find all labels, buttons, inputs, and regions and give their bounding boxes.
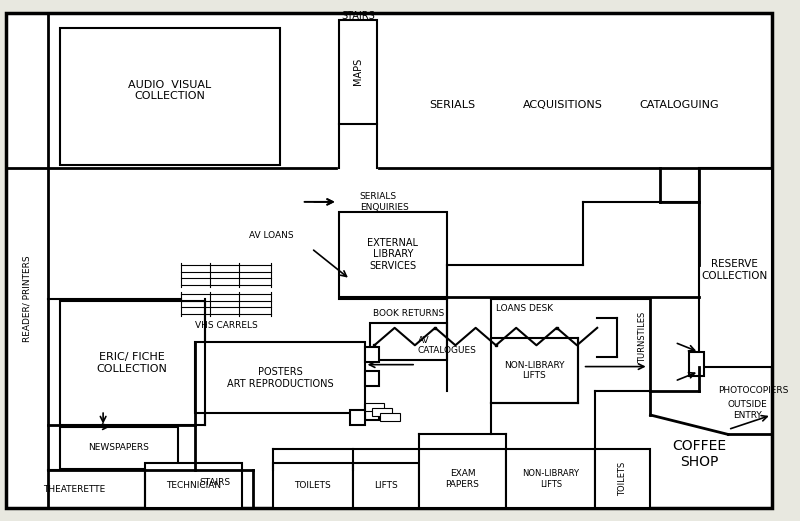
Bar [690, 352, 704, 376]
Bar [353, 464, 419, 508]
Bar [419, 449, 506, 508]
Bar [373, 408, 392, 416]
Text: THEATERETTE: THEATERETTE [43, 485, 105, 494]
Bar [338, 212, 447, 297]
Text: TECHNICIAN: TECHNICIAN [166, 481, 221, 490]
Bar [490, 338, 578, 403]
Text: BOOK RETURNS: BOOK RETURNS [373, 309, 444, 318]
Text: STAIRS: STAIRS [341, 11, 374, 21]
Bar [59, 427, 178, 469]
Text: TURNSTILES: TURNSTILES [638, 312, 647, 363]
Text: EXTERNAL
LIBRARY
SERVICES: EXTERNAL LIBRARY SERVICES [367, 238, 418, 271]
Text: SERIALS
ENQUIRIES: SERIALS ENQUIRIES [360, 192, 409, 212]
Text: LIFTS: LIFTS [374, 481, 398, 490]
Text: TOILETS: TOILETS [618, 462, 627, 496]
Bar [195, 342, 365, 413]
Text: LOANS DESK: LOANS DESK [496, 304, 553, 313]
Bar [365, 347, 379, 362]
Text: SERIALS: SERIALS [429, 100, 475, 110]
Bar [595, 449, 650, 508]
Text: COFFEE
SHOP: COFFEE SHOP [672, 439, 726, 469]
Text: ACQUISITIONS: ACQUISITIONS [523, 100, 603, 110]
Text: TOILETS: TOILETS [294, 481, 330, 490]
Text: ERIC/ FICHE
COLLECTION: ERIC/ FICHE COLLECTION [97, 352, 168, 374]
Text: AV
CATALOGUES: AV CATALOGUES [418, 336, 477, 355]
Bar [59, 301, 205, 425]
Text: VHS CARRELS: VHS CARRELS [194, 321, 258, 330]
Bar [365, 405, 379, 420]
Text: AV LOANS: AV LOANS [250, 231, 294, 240]
Text: READER/ PRINTERS: READER/ PRINTERS [22, 255, 31, 342]
Bar [380, 413, 399, 421]
Text: POSTERS
ART REPRODUCTIONS: POSTERS ART REPRODUCTIONS [227, 367, 334, 389]
Text: AUDIO  VISUAL
COLLECTION: AUDIO VISUAL COLLECTION [128, 80, 211, 101]
Text: STAIRS: STAIRS [199, 478, 230, 487]
Text: CATALOGUING: CATALOGUING [640, 100, 719, 110]
Bar [365, 403, 384, 411]
Bar [365, 371, 379, 386]
Bar [350, 410, 365, 425]
Bar [699, 168, 771, 367]
Text: PHOTOCOPIERS: PHOTOCOPIERS [718, 386, 789, 395]
Text: NEWSPAPERS: NEWSPAPERS [88, 443, 149, 452]
Bar [273, 464, 353, 508]
Text: MAPS: MAPS [353, 57, 363, 85]
Bar [338, 20, 378, 125]
Text: OUTSIDE
ENTRY: OUTSIDE ENTRY [727, 401, 767, 420]
Bar [506, 449, 595, 508]
Bar [59, 28, 281, 165]
Bar [145, 464, 242, 508]
Text: NON-LIBRARY
LIFTS: NON-LIBRARY LIFTS [504, 361, 565, 380]
Text: EXAM
PAPERS: EXAM PAPERS [446, 469, 479, 489]
Text: NON-LIBRARY
LIFTS: NON-LIBRARY LIFTS [522, 469, 579, 489]
Text: RESERVE
COLLECTION: RESERVE COLLECTION [702, 259, 768, 280]
Bar [370, 323, 447, 360]
